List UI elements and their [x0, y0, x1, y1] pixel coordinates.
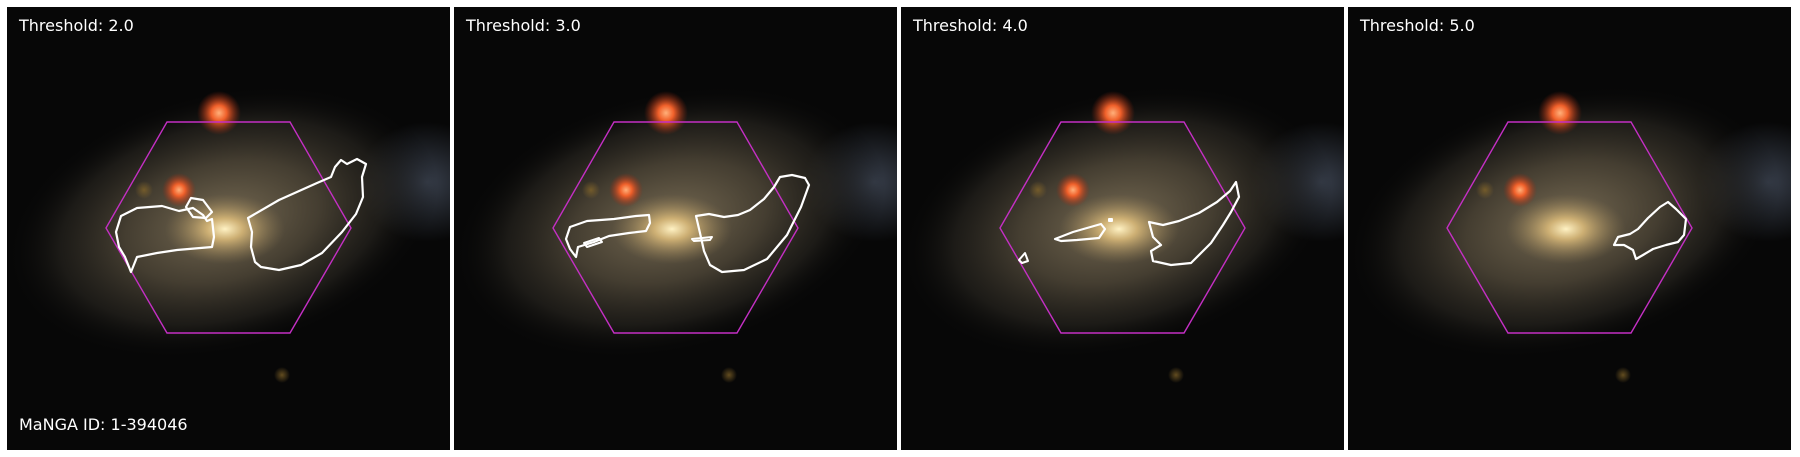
threshold-label: Threshold: 2.0: [19, 16, 134, 35]
ifu-hexagon: [999, 121, 1246, 334]
galaxy-image: [7, 85, 450, 383]
contour-region-right: [1612, 200, 1688, 261]
panel-threshold-2: Threshold: 2.0 MaNGA ID: 1-394046: [7, 7, 450, 450]
contour-region-left: [114, 204, 216, 274]
contour-region-dot: [1108, 218, 1113, 222]
galaxy-image: [1348, 85, 1791, 383]
panel-threshold-3: Threshold: 3.0: [454, 7, 897, 450]
galaxy-image: [901, 85, 1344, 383]
threshold-label: Threshold: 4.0: [913, 16, 1028, 35]
manga-id-label: MaNGA ID: 1-394046: [19, 415, 188, 434]
contour-region-left: [564, 213, 652, 259]
contour-region-right: [246, 157, 368, 272]
ifu-hexagon: [552, 121, 799, 334]
panel-threshold-4: Threshold: 4.0: [901, 7, 1344, 450]
contour-region-right: [694, 173, 811, 274]
contour-region-notch: [184, 196, 214, 220]
ifu-hexagon: [105, 121, 352, 334]
ifu-hexagon: [1446, 121, 1693, 334]
threshold-label: Threshold: 3.0: [466, 16, 581, 35]
contour-region-left: [1053, 222, 1107, 243]
panel-threshold-5: Threshold: 5.0: [1348, 7, 1791, 450]
contour-region-edge: [1018, 252, 1029, 264]
contour-region-small-left: [583, 237, 603, 248]
contour-region-center: [691, 236, 713, 242]
threshold-label: Threshold: 5.0: [1360, 16, 1475, 35]
contour-region-right: [1147, 180, 1241, 267]
galaxy-image: [454, 85, 897, 383]
